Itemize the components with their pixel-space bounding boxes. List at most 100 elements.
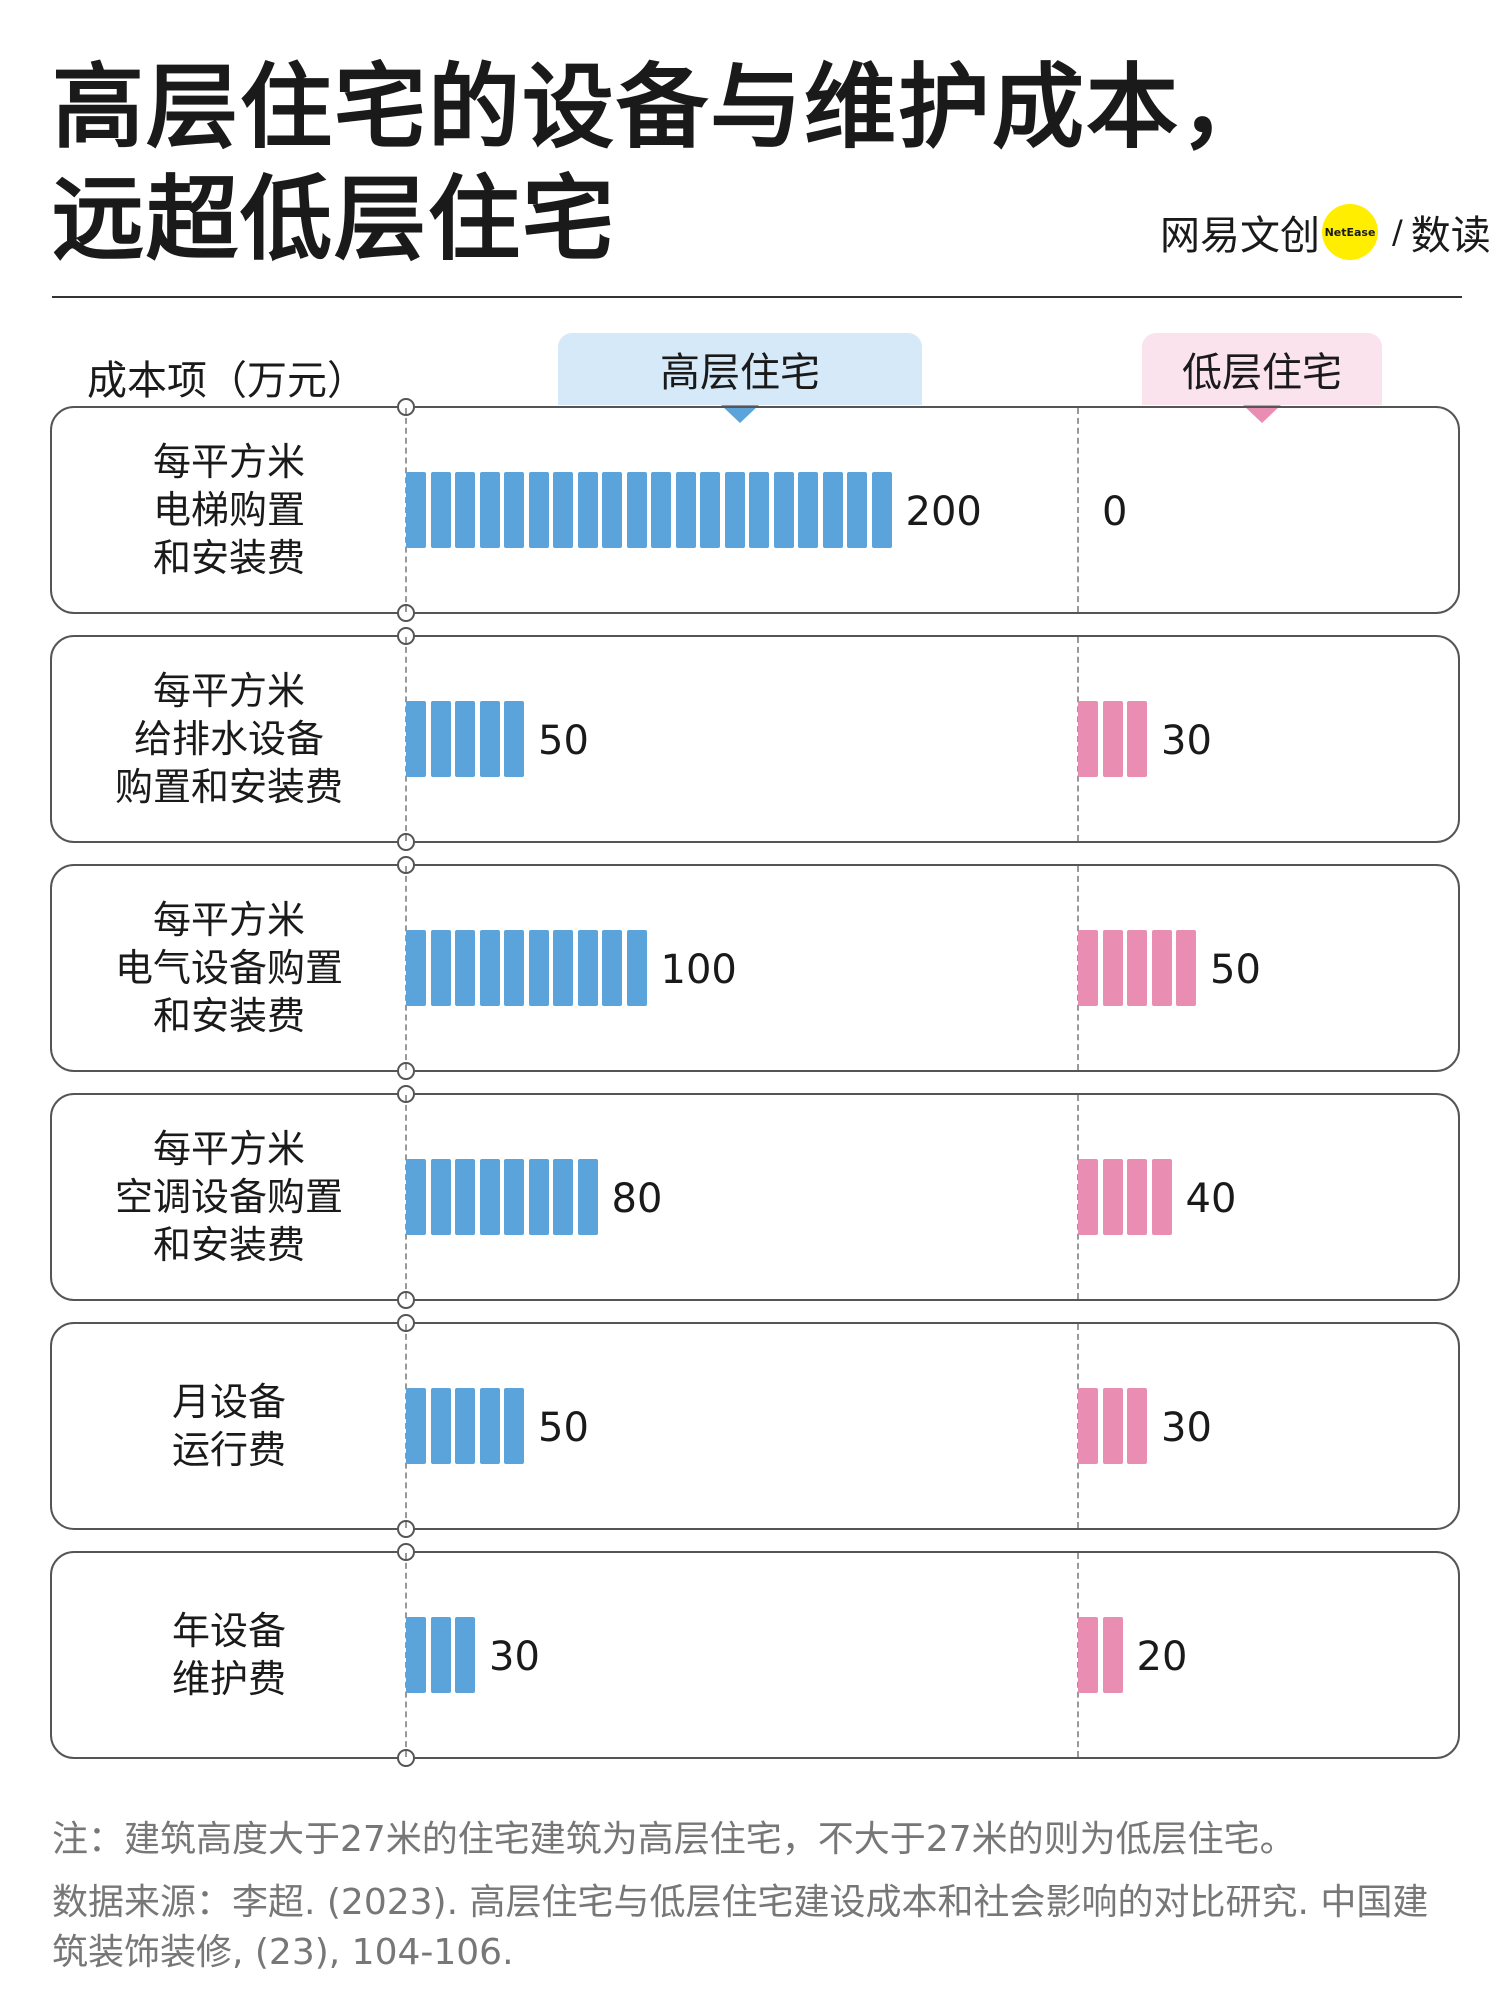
chart-row: 每平方米 电气设备购置 和安装费 100 50 <box>50 856 1460 1080</box>
high-bar-segment <box>504 1159 524 1235</box>
high-bar-segment <box>406 472 426 548</box>
low-bar-segment <box>1078 1388 1098 1464</box>
high-bar-segment <box>577 930 598 1006</box>
category-label: 年设备 维护费 <box>52 1553 406 1757</box>
high-bar-segment <box>430 1388 451 1464</box>
low-bar-segment <box>1102 1159 1123 1235</box>
low-bar-segment <box>1078 1159 1098 1235</box>
high-bar-segment <box>675 472 696 548</box>
high-bar-segment <box>700 472 720 548</box>
low-bar-segment <box>1127 701 1147 777</box>
category-label-text: 月设备 运行费 <box>171 1380 286 1472</box>
high-bar-segment <box>504 701 524 777</box>
brand-name: 网易文创 <box>1160 213 1320 259</box>
high-value-label: 50 <box>538 718 589 764</box>
high-bar-segment <box>749 472 769 548</box>
row-divider <box>1077 408 1079 612</box>
high-bar-segment <box>773 472 794 548</box>
chart-row: 每平方米 给排水设备 购置和安装费 50 30 <box>50 627 1460 851</box>
low-bar-segment <box>1151 930 1172 1006</box>
category-label-text: 每平方米 电气设备购置 和安装费 <box>114 898 343 1038</box>
high-bar-segment <box>626 930 647 1006</box>
legend-high-rise: 高层住宅 <box>558 333 922 405</box>
high-bar-segment <box>553 930 573 1006</box>
low-value-label: 30 <box>1161 718 1212 764</box>
low-bar-segment <box>1102 701 1123 777</box>
low-rise-pointer-icon <box>1243 405 1281 423</box>
high-bar-segment <box>847 472 867 548</box>
high-bar-segment <box>528 472 549 548</box>
high-bar-segment <box>455 472 475 548</box>
high-bar-segment <box>406 701 426 777</box>
title-line-2: 远超低层住宅 <box>52 166 617 273</box>
high-value-label: 100 <box>660 947 737 993</box>
high-value-label: 80 <box>611 1176 663 1222</box>
chart-row: 每平方米 空调设备购置 和安装费 80 40 <box>50 1085 1460 1309</box>
high-bar-segment <box>602 930 622 1006</box>
low-bar-segment <box>1127 930 1147 1006</box>
category-label-text: 年设备 维护费 <box>171 1609 286 1701</box>
high-bar-segment <box>430 472 451 548</box>
low-bar-segment <box>1127 1159 1147 1235</box>
high-bar-segment <box>577 472 598 548</box>
high-bar-segment <box>479 1159 500 1235</box>
column-label: 成本项（万元） <box>87 358 367 404</box>
high-bar-segment <box>528 930 549 1006</box>
high-bar-segment <box>577 1159 598 1235</box>
brand-section: 数读 <box>1410 213 1491 259</box>
category-label-text: 每平方米 电梯购置 和安装费 <box>152 440 305 580</box>
data-source: 数据来源：李超. (2023). 高层住宅与低层住宅建设成本和社会影响的对比研究… <box>52 1882 1429 1973</box>
low-bar-segment <box>1078 930 1098 1006</box>
category-label-text: 每平方米 给排水设备 购置和安装费 <box>114 669 343 809</box>
high-bar-segment <box>602 472 622 548</box>
low-value-label: 50 <box>1210 947 1261 993</box>
low-bar-segment <box>1102 1388 1123 1464</box>
title-line-1: 高层住宅的设备与维护成本， <box>52 54 1275 161</box>
low-value-label: 20 <box>1136 1634 1188 1680</box>
high-value-label: 200 <box>905 489 982 535</box>
low-bar-segment <box>1127 1388 1147 1464</box>
high-bar-segment <box>406 1159 426 1235</box>
high-bar-segment <box>479 1388 500 1464</box>
title-divider <box>52 296 1462 298</box>
category-label: 每平方米 电气设备购置 和安装费 <box>52 866 406 1070</box>
netease-logo-icon: NetEase <box>1322 204 1378 260</box>
high-bar-segment <box>455 1159 475 1235</box>
category-label-text: 每平方米 空调设备购置 和安装费 <box>114 1127 343 1267</box>
category-label: 每平方米 电梯购置 和安装费 <box>52 408 406 612</box>
category-label: 月设备 运行费 <box>52 1324 406 1528</box>
high-bar-segment <box>724 472 745 548</box>
high-bar-segment <box>626 472 647 548</box>
category-label: 每平方米 空调设备购置 和安装费 <box>52 1095 406 1299</box>
high-value-label: 50 <box>538 1405 589 1451</box>
chart-row: 年设备 维护费 30 20 <box>50 1543 1460 1767</box>
high-bar-segment <box>455 1388 475 1464</box>
page-title: 高层住宅的设备与维护成本， 远超低层住宅 <box>52 52 1274 276</box>
low-bar-segment <box>1102 1617 1123 1693</box>
high-bar-segment <box>430 701 451 777</box>
footnote: 注：建筑高度大于27米的住宅建筑为高层住宅，不大于27米的则为低层住宅。 <box>52 1819 1296 1860</box>
high-value-label: 30 <box>489 1634 540 1680</box>
high-bar-segment <box>504 472 524 548</box>
high-bar-segment <box>822 472 843 548</box>
high-bar-segment <box>430 1159 451 1235</box>
brand-logo: 网易文创 NetEase / 数读 <box>1160 204 1491 260</box>
low-bar-segment <box>1151 1159 1172 1235</box>
high-bar-segment <box>406 930 426 1006</box>
high-bar-segment <box>479 472 500 548</box>
high-rise-pointer-icon <box>721 405 759 423</box>
high-bar-segment <box>430 930 451 1006</box>
high-bar-segment <box>406 1617 426 1693</box>
high-bar-segment <box>406 1388 426 1464</box>
brand-separator: / <box>1392 213 1403 251</box>
low-bar-segment <box>1078 1617 1098 1693</box>
chart-row: 月设备 运行费 50 30 <box>50 1314 1460 1538</box>
legend-low-rise: 低层住宅 <box>1142 333 1382 405</box>
high-bar-segment <box>553 472 573 548</box>
high-bar-segment <box>651 472 671 548</box>
category-label: 每平方米 给排水设备 购置和安装费 <box>52 637 406 841</box>
low-bar-segment <box>1102 930 1123 1006</box>
high-bar-segment <box>430 1617 451 1693</box>
high-bar-segment <box>528 1159 549 1235</box>
high-bar-segment <box>798 472 818 548</box>
